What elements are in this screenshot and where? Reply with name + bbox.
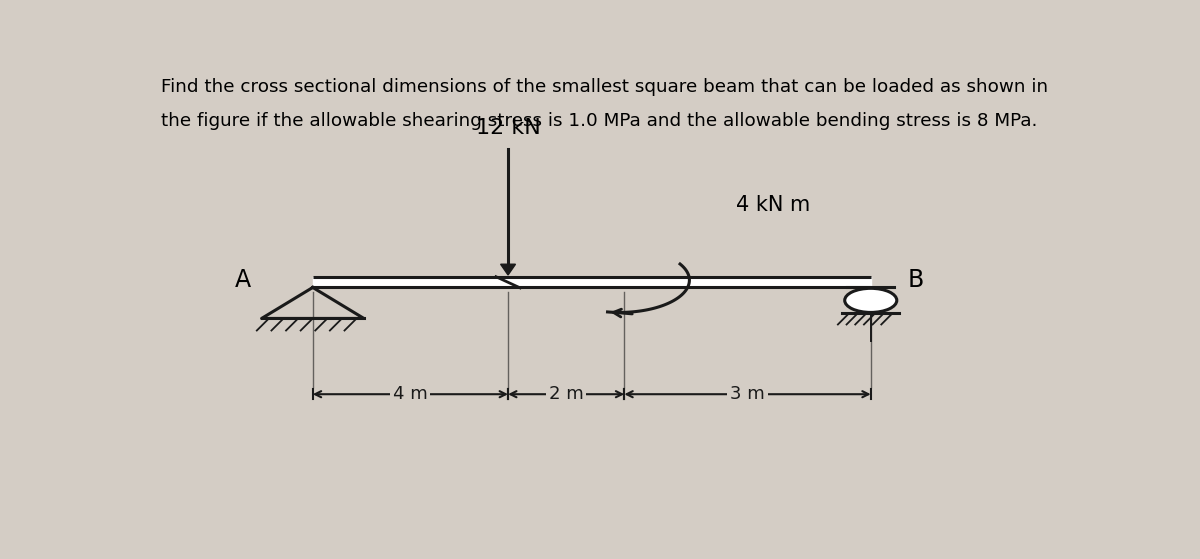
Text: 12 kN: 12 kN: [475, 118, 540, 138]
Text: the figure if the allowable shearing stress is 1.0 MPa and the allowable bending: the figure if the allowable shearing str…: [161, 112, 1038, 130]
Polygon shape: [500, 264, 516, 275]
Text: 3 m: 3 m: [730, 385, 764, 403]
Text: 4 m: 4 m: [394, 385, 427, 403]
Text: A: A: [234, 268, 251, 292]
Text: Find the cross sectional dimensions of the smallest square beam that can be load: Find the cross sectional dimensions of t…: [161, 78, 1049, 96]
Text: B: B: [908, 268, 924, 292]
Circle shape: [845, 288, 896, 312]
Text: 2 m: 2 m: [548, 385, 583, 403]
Text: 4 kN m: 4 kN m: [736, 195, 810, 215]
